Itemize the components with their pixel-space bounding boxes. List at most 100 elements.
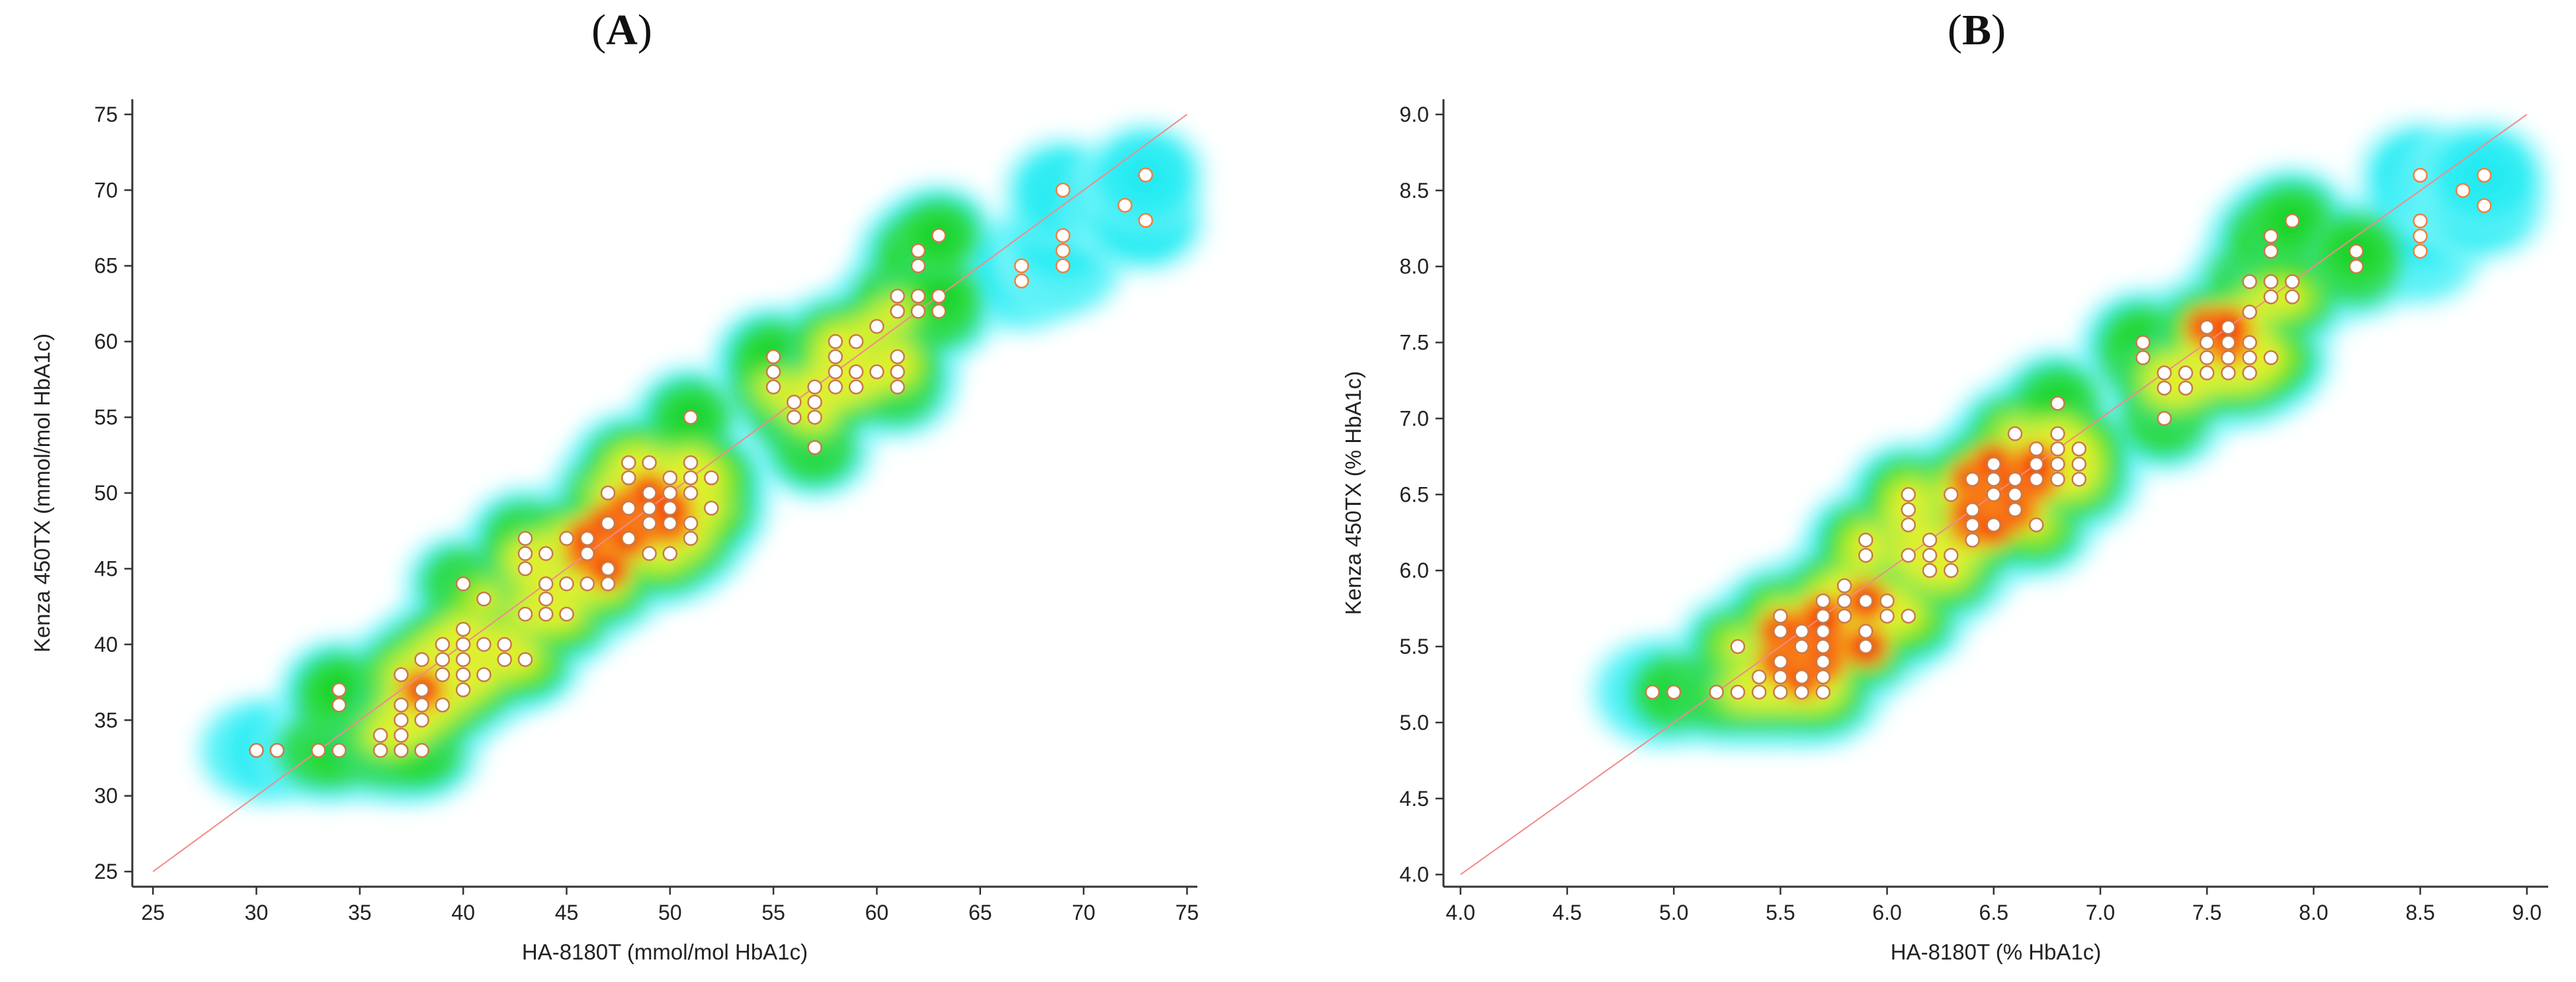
data-point [559, 576, 574, 592]
data-point [2135, 350, 2151, 365]
data-point [2263, 350, 2279, 365]
data-point [2178, 380, 2194, 396]
data-point [538, 606, 554, 622]
outlier-point [2413, 167, 2428, 183]
data-point [1858, 593, 1873, 609]
x-tick-label: 70 [1072, 901, 1095, 924]
data-point [538, 576, 554, 592]
data-point [1922, 562, 1938, 578]
outlier-point [1014, 273, 1029, 289]
data-point [1815, 639, 1831, 654]
data-point [869, 364, 884, 380]
data-point [476, 637, 492, 652]
data-point [1922, 532, 1938, 548]
data-point [497, 637, 512, 652]
x-tick-label: 7.5 [2192, 901, 2221, 924]
data-point [2284, 289, 2300, 304]
data-point [249, 742, 264, 758]
data-point [662, 485, 678, 501]
data-point [890, 379, 905, 395]
data-point [1773, 669, 1788, 685]
data-point [455, 621, 471, 637]
data-points [249, 167, 1154, 758]
data-point [269, 742, 285, 758]
data-point [2263, 289, 2279, 304]
data-point [372, 727, 388, 743]
data-point [538, 591, 554, 607]
data-point [662, 470, 678, 486]
panel-a-title: (A) [591, 6, 652, 54]
data-point [704, 470, 719, 486]
data-point [2050, 441, 2065, 457]
y-tick-label: 65 [94, 254, 118, 278]
data-point [1901, 502, 1916, 517]
data-point [642, 515, 657, 531]
data-point [455, 682, 471, 697]
data-point [414, 682, 429, 697]
data-point [765, 379, 781, 395]
panel-b-label: B [1961, 6, 1992, 54]
data-point [1879, 608, 1895, 624]
x-tick-label: 5.5 [1766, 901, 1795, 924]
data-point [1815, 608, 1831, 624]
y-tick-label: 75 [94, 103, 118, 126]
x-tick-label: 75 [1176, 901, 1199, 924]
density-heatmap [1575, 107, 2562, 761]
data-point [869, 319, 884, 334]
data-point [1645, 684, 1660, 700]
data-point [910, 243, 926, 259]
data-point [1815, 669, 1831, 685]
data-point [559, 531, 574, 546]
data-point [2242, 350, 2257, 365]
x-tick-label: 25 [141, 901, 165, 924]
data-point [2263, 228, 2279, 244]
x-tick-label: 60 [865, 901, 889, 924]
x-tick-label: 4.0 [1446, 901, 1475, 924]
data-point [621, 531, 636, 546]
data-point [600, 485, 616, 501]
data-point [435, 637, 451, 652]
data-point [331, 682, 347, 697]
outlier-point [1055, 228, 1071, 244]
outlier-point [1014, 258, 1029, 273]
outlier-point [1138, 167, 1154, 183]
data-point [848, 379, 864, 395]
data-point [2029, 441, 2044, 457]
data-point [600, 576, 616, 592]
data-point [455, 667, 471, 682]
data-point [1965, 502, 1980, 517]
x-axis-label: HA-8180T (mmol/mol HbA1c) [522, 940, 808, 964]
panel-a-label: A [606, 6, 638, 54]
y-tick-label: 6.5 [1400, 482, 1429, 506]
data-point [1858, 547, 1873, 563]
data-point [2071, 457, 2086, 472]
data-point [538, 546, 554, 561]
data-point [2199, 365, 2215, 380]
data-point [910, 289, 926, 304]
data-point [311, 742, 326, 758]
y-tick-label: 8.5 [1400, 179, 1429, 202]
x-tick-label: 55 [761, 901, 785, 924]
data-point [1836, 608, 1852, 624]
x-tick-label: 45 [555, 901, 579, 924]
outlier-point [1055, 183, 1071, 198]
data-point [580, 576, 595, 592]
data-point [394, 713, 409, 728]
data-point [1794, 684, 1809, 700]
data-point [517, 531, 533, 546]
data-point [517, 606, 533, 622]
data-point [2284, 213, 2300, 229]
data-point [1666, 684, 1682, 700]
data-point [2263, 244, 2279, 259]
data-point [372, 742, 388, 758]
data-points [1645, 167, 2492, 700]
x-tick-label: 7.0 [2086, 901, 2115, 924]
data-point [600, 561, 616, 576]
data-point [394, 742, 409, 758]
data-point [787, 410, 802, 425]
data-point [1965, 532, 1980, 548]
data-point [2199, 320, 2215, 335]
data-point [1773, 684, 1788, 700]
data-point [1901, 517, 1916, 533]
data-point [559, 606, 574, 622]
